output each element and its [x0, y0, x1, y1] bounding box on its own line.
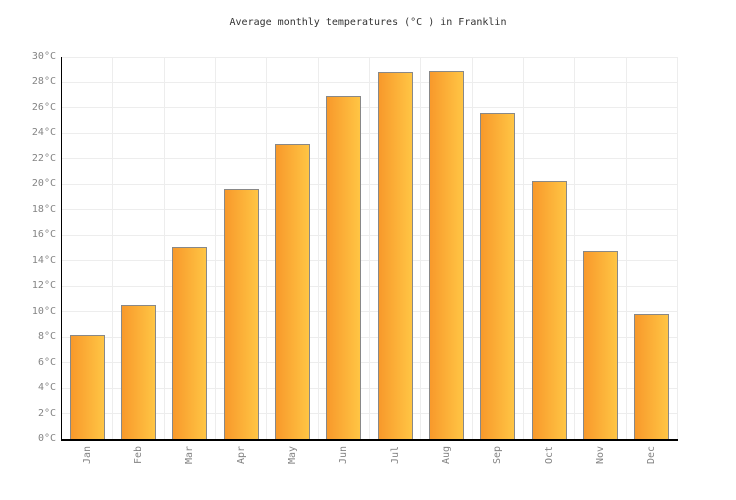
vertical-gridline: [420, 57, 422, 439]
vertical-gridline: [677, 57, 678, 439]
x-axis-label: Jun: [338, 445, 350, 465]
y-axis-label: 24°C: [31, 127, 56, 139]
bar-apr: [223, 189, 259, 439]
bar-jun: [326, 96, 362, 439]
vertical-gridline: [215, 57, 216, 439]
bar-jan: [69, 334, 105, 439]
bar-feb: [121, 305, 156, 439]
bar-mar: [172, 246, 208, 439]
bar-oct: [531, 180, 567, 439]
x-axis-label: Jul: [389, 445, 401, 465]
x-axis-label: Feb: [133, 445, 144, 465]
vertical-gridline: [266, 57, 268, 439]
x-axis-label: Sep: [492, 445, 504, 465]
y-axis-label: 18°C: [31, 203, 56, 215]
x-axis-label: Mar: [184, 445, 196, 465]
y-axis-label: 0°C: [37, 433, 56, 444]
y-axis-label: 6°C: [37, 356, 56, 368]
x-axis-label: Jan: [81, 445, 93, 465]
bar-sep: [480, 113, 516, 439]
vertical-gridline: [471, 57, 473, 439]
y-axis-label: 30°C: [31, 51, 56, 62]
bar-dec: [634, 314, 670, 439]
y-axis-label: 28°C: [31, 76, 56, 88]
y-axis-label: 20°C: [31, 178, 56, 190]
vertical-gridline: [163, 57, 165, 439]
y-axis-label: 12°C: [31, 280, 56, 292]
x-axis-label: Nov: [595, 445, 606, 465]
plot-area: [60, 57, 678, 441]
y-axis-label: 26°C: [31, 101, 56, 113]
vertical-gridline: [369, 57, 370, 439]
x-axis-label: Apr: [235, 445, 247, 465]
vertical-gridline: [625, 57, 627, 439]
bar-aug: [429, 71, 464, 439]
x-axis-label: Oct: [543, 445, 555, 465]
vertical-gridline: [317, 57, 319, 439]
bar-nov: [583, 250, 618, 439]
x-axis-label: May: [287, 445, 298, 465]
x-axis-label: Dec: [646, 445, 658, 465]
chart-title: Average monthly temperatures (°C ) in Fr…: [229, 17, 507, 28]
y-axis-label: 2°C: [37, 407, 56, 419]
y-axis-label: 14°C: [31, 254, 56, 266]
x-axis-label: Aug: [441, 445, 452, 465]
y-axis-label: 8°C: [37, 331, 56, 343]
bar-may: [275, 143, 310, 439]
vertical-gridline: [574, 57, 576, 439]
vertical-gridline: [523, 57, 524, 439]
vertical-gridline: [112, 57, 114, 439]
bar-jul: [377, 72, 413, 439]
y-axis-label: 16°C: [31, 229, 56, 241]
y-axis-label: 10°C: [31, 305, 56, 317]
y-axis-label: 4°C: [37, 382, 56, 394]
y-axis-label: 22°C: [31, 152, 56, 164]
